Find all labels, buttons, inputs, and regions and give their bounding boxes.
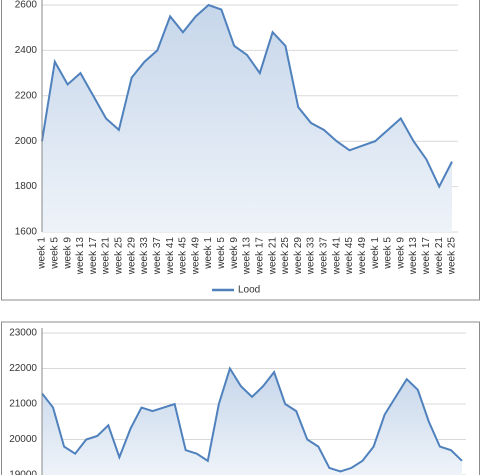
x-tick-label: week 5 — [383, 237, 394, 270]
x-tick-label: week 5 — [49, 237, 60, 270]
x-tick-label: week 17 — [88, 237, 99, 276]
x-tick-label: week 29 — [126, 237, 137, 276]
y-tick-label: 2000 — [15, 136, 38, 147]
x-tick-label: week 25 — [114, 237, 125, 276]
line — [42, 366, 463, 473]
legend-label: Lood — [238, 285, 260, 296]
area-fill — [42, 368, 462, 475]
x-tick-label: week 13 — [408, 237, 419, 276]
line — [41, 3, 453, 189]
y-tick-label: 2200 — [15, 90, 38, 101]
x-tick-label: week 17 — [421, 237, 432, 276]
y-tick-label: 22000 — [9, 363, 37, 374]
x-tick-label: week 1 — [203, 237, 214, 270]
x-tick-label: week 33 — [306, 237, 317, 276]
x-tick-label: week 21 — [267, 237, 278, 276]
x-tick-label: week 25 — [447, 237, 458, 276]
x-tick-label: week 13 — [242, 237, 253, 276]
x-tick-label: week 1 — [370, 237, 381, 270]
y-tick-label: 21000 — [9, 399, 37, 410]
x-tick-label: week 21 — [434, 237, 445, 276]
x-tick-label: week 37 — [152, 237, 163, 276]
y-tick-label: 1800 — [15, 181, 38, 192]
x-tick-label: week 49 — [190, 237, 201, 276]
x-tick-label: week 9 — [229, 237, 240, 270]
y-tick-label: 2600 — [15, 0, 38, 11]
x-tick-label: week 1 — [37, 237, 48, 270]
x-tick-label: week 25 — [280, 237, 291, 276]
x-tick-label: week 17 — [254, 237, 265, 276]
x-tick-label: week 13 — [75, 237, 86, 276]
x-tick-label: week 41 — [165, 237, 176, 276]
x-tick-label: week 45 — [178, 237, 189, 276]
x-tick-label: week 33 — [139, 237, 150, 276]
y-tick-label: 2400 — [15, 45, 38, 56]
y-tick-label: 1600 — [15, 227, 38, 238]
x-tick-label: week 21 — [101, 237, 112, 276]
x-tick-label: week 49 — [357, 237, 368, 276]
x-tick-label: week 41 — [331, 237, 342, 276]
y-tick-label: 23000 — [9, 328, 37, 339]
plot — [42, 332, 466, 475]
x-tick-label: week 9 — [62, 237, 73, 270]
x-tick-label: week 45 — [344, 237, 355, 276]
y-tick-label: 20000 — [9, 434, 37, 445]
x-tick-label: week 9 — [395, 237, 406, 270]
x-tick-label: week 37 — [319, 237, 330, 276]
x-tick-label: week 5 — [216, 237, 227, 270]
x-tick-label: week 29 — [293, 237, 304, 276]
plot — [41, 3, 458, 233]
y-tick-label: 19000 — [9, 470, 37, 475]
